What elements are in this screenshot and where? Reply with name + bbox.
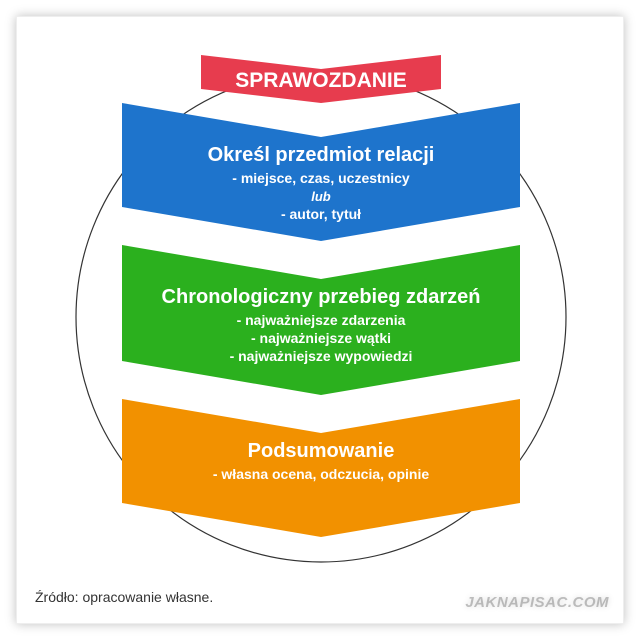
chevron-2-line-0: - najważniejsze zdarzenia (237, 312, 406, 328)
chevron-2-line-2: - najważniejsze wypowiedzi (230, 348, 413, 364)
watermark: JAKNAPISAC.COM (465, 594, 609, 611)
source-credit: Źródło: opracowanie własne. (35, 589, 213, 605)
flow-diagram: SPRAWOZDANIE Określ przedmiot relacji - mi… (17, 17, 625, 625)
chevron-2-title: Chronologiczny przebieg zdarzeń (162, 286, 481, 308)
chevron-1-title: Określ przedmiot relacji (208, 144, 435, 166)
diagram-svg-container: SPRAWOZDANIE Określ przedmiot relacji - mi… (17, 17, 623, 623)
diagram-card: SPRAWOZDANIE Określ przedmiot relacji - mi… (16, 16, 624, 624)
chevron-3-title: Podsumowanie (248, 440, 395, 462)
chevron-3-line-0: - własna ocena, odczucia, opinie (213, 466, 429, 482)
chevron-1-line-1: lub (311, 189, 331, 204)
header-label: SPRAWOZDANIE (235, 69, 407, 92)
chevron-1-line-2: - autor, tytuł (281, 206, 361, 222)
chevron-2-line-1: - najważniejsze wątki (251, 330, 391, 346)
chevron-1-line-0: - miejsce, czas, uczestnicy (232, 170, 410, 186)
